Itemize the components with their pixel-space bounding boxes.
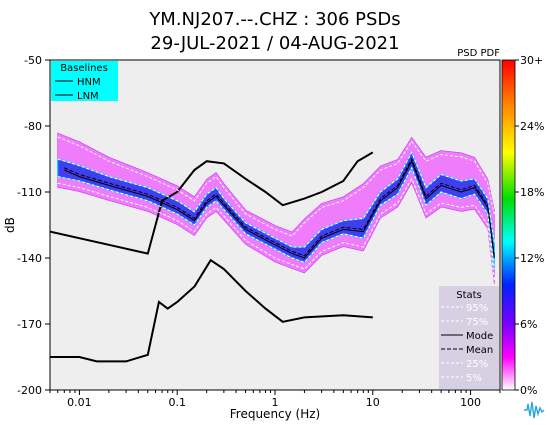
legend-75-label: 75% xyxy=(466,317,488,328)
y-tick-label: -110 xyxy=(17,186,42,199)
x-tick-label-0.01: 0.01 xyxy=(67,396,92,409)
y-tick-label: -200 xyxy=(17,384,42,397)
legend-95-label: 95% xyxy=(466,303,488,314)
baselines-legend-title: Baselines xyxy=(60,63,108,74)
y-tick-label: -80 xyxy=(24,120,42,133)
legend-5-label: 5% xyxy=(466,373,482,384)
y-axis-label: dB xyxy=(3,217,17,233)
colorbar-title: PSD PDF xyxy=(457,48,500,59)
colorbar-tick-label: 12% xyxy=(520,252,544,265)
series-lines xyxy=(50,136,495,363)
legend-mode-label: Mode xyxy=(466,331,493,342)
x-tick-label-10: 10 xyxy=(366,396,380,409)
series-line-95pct xyxy=(57,136,495,237)
colorbar-ticks: 30+ 24% 18% 12% 6% 0% xyxy=(515,54,544,397)
baselines-legend: Baselines HNM LNM xyxy=(51,61,118,102)
stats-legend-box xyxy=(439,286,499,389)
y-tick-label: -140 xyxy=(17,252,42,265)
stats-legend: Stats 95% 75% Mode Mean 25% 5% xyxy=(439,286,499,389)
stats-legend-title: Stats xyxy=(456,290,482,301)
series-line-25pct xyxy=(57,166,495,270)
series-line-mode xyxy=(64,159,495,259)
colorbar-tick-label: 0% xyxy=(520,384,537,397)
legend-hnm-label: HNM xyxy=(77,77,101,88)
colorbar-tick-label: 24% xyxy=(520,120,544,133)
chart-title-line2: 29-JUL-2021 / 04-AUG-2021 xyxy=(150,33,399,54)
x-axis-label: Frequency (Hz) xyxy=(230,407,321,421)
series-line-lnm xyxy=(50,258,373,363)
y-axis-ticks: -50 -80 -110 -140 -170 -200 xyxy=(17,54,50,397)
legend-25-label: 25% xyxy=(466,359,488,370)
x-tick-label-1: 1 xyxy=(272,396,279,409)
series-line-75pct xyxy=(57,151,495,248)
colorbar xyxy=(501,59,516,391)
series-line-5pct xyxy=(57,177,495,281)
y-tick-label: -50 xyxy=(24,54,42,67)
x-tick-label-0.1: 0.1 xyxy=(168,396,186,409)
series-line-hnm xyxy=(50,151,374,255)
y-tick-label: -170 xyxy=(17,318,42,331)
chart-title-line1: YM.NJ207.--.CHZ : 306 PSDs xyxy=(148,9,400,30)
pdf-envelope xyxy=(57,132,495,285)
legend-lnm-label: LNM xyxy=(77,91,99,102)
series-line-mean xyxy=(64,157,495,257)
x-tick-label-100: 100 xyxy=(460,396,481,409)
colorbar-tick-label: 30+ xyxy=(520,54,543,67)
colorbar-tick-label: 18% xyxy=(520,186,544,199)
colorbar-tick-label: 6% xyxy=(520,318,537,331)
seismograph-logo-icon xyxy=(522,398,546,422)
legend-mean-label: Mean xyxy=(466,345,493,356)
plot-area xyxy=(50,60,500,390)
